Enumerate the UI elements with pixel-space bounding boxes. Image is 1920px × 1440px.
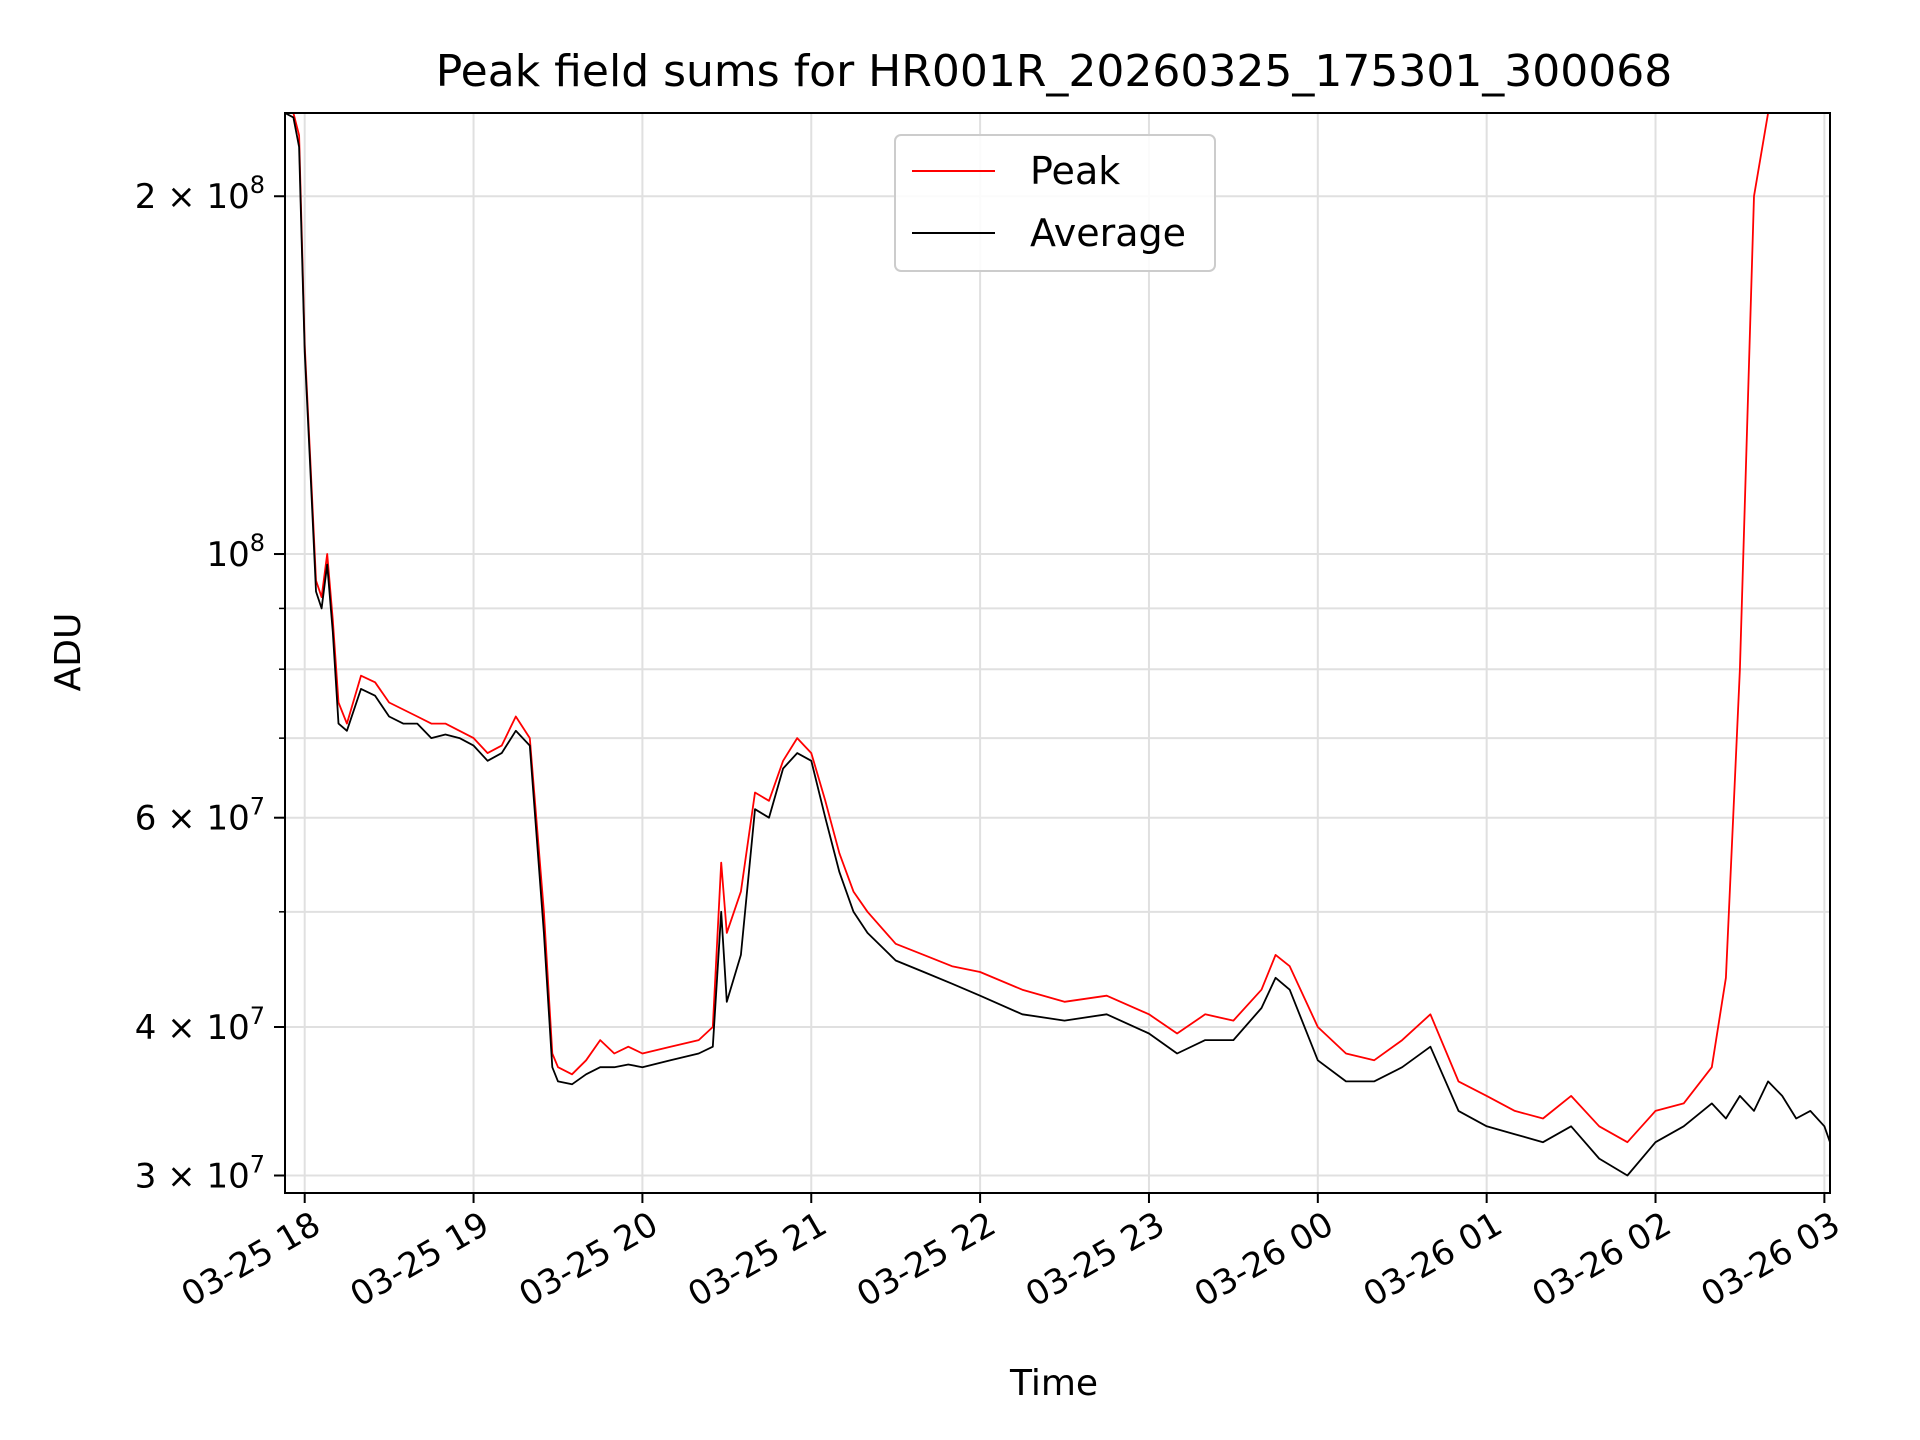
y-tick-exponent: 7 (250, 1151, 265, 1179)
y-axis-label: ADU (48, 613, 89, 692)
y-tick-label: 2 × 108 (135, 171, 265, 217)
y-tick-mantissa: 6 × 10 (135, 799, 250, 839)
y-tick-mantissa: 4 × 10 (135, 1008, 250, 1048)
legend-label-peak: Peak (1030, 149, 1120, 193)
x-axis-label: Time (1009, 1363, 1098, 1404)
plot-frame (284, 112, 1831, 1194)
y-tick-label: 108 (206, 529, 265, 575)
chart-title: Peak field sums for HR001R_20260325_1753… (436, 46, 1673, 97)
y-tick-mantissa: 2 × 10 (135, 177, 250, 217)
y-tick-label: 6 × 107 (135, 793, 265, 839)
y-tick-mantissa: 3 × 10 (135, 1157, 250, 1197)
y-tick-exponent: 7 (250, 793, 265, 821)
series-line-peak (285, 113, 1830, 1144)
y-tick-exponent: 8 (250, 171, 265, 199)
grid (285, 113, 1830, 1193)
y-tick-exponent: 7 (250, 1002, 265, 1030)
y-tick-base: 10 (206, 535, 249, 575)
y-tick-label: 3 × 107 (135, 1151, 265, 1197)
y-tick-label: 4 × 107 (135, 1002, 265, 1048)
legend-label-average: Average (1030, 211, 1186, 255)
series-layer (285, 113, 1830, 1177)
y-tick-exponent: 8 (250, 529, 265, 557)
legend: Peak Average (894, 134, 1216, 272)
series-line-average (285, 113, 1830, 1177)
legend-box (894, 134, 1216, 272)
